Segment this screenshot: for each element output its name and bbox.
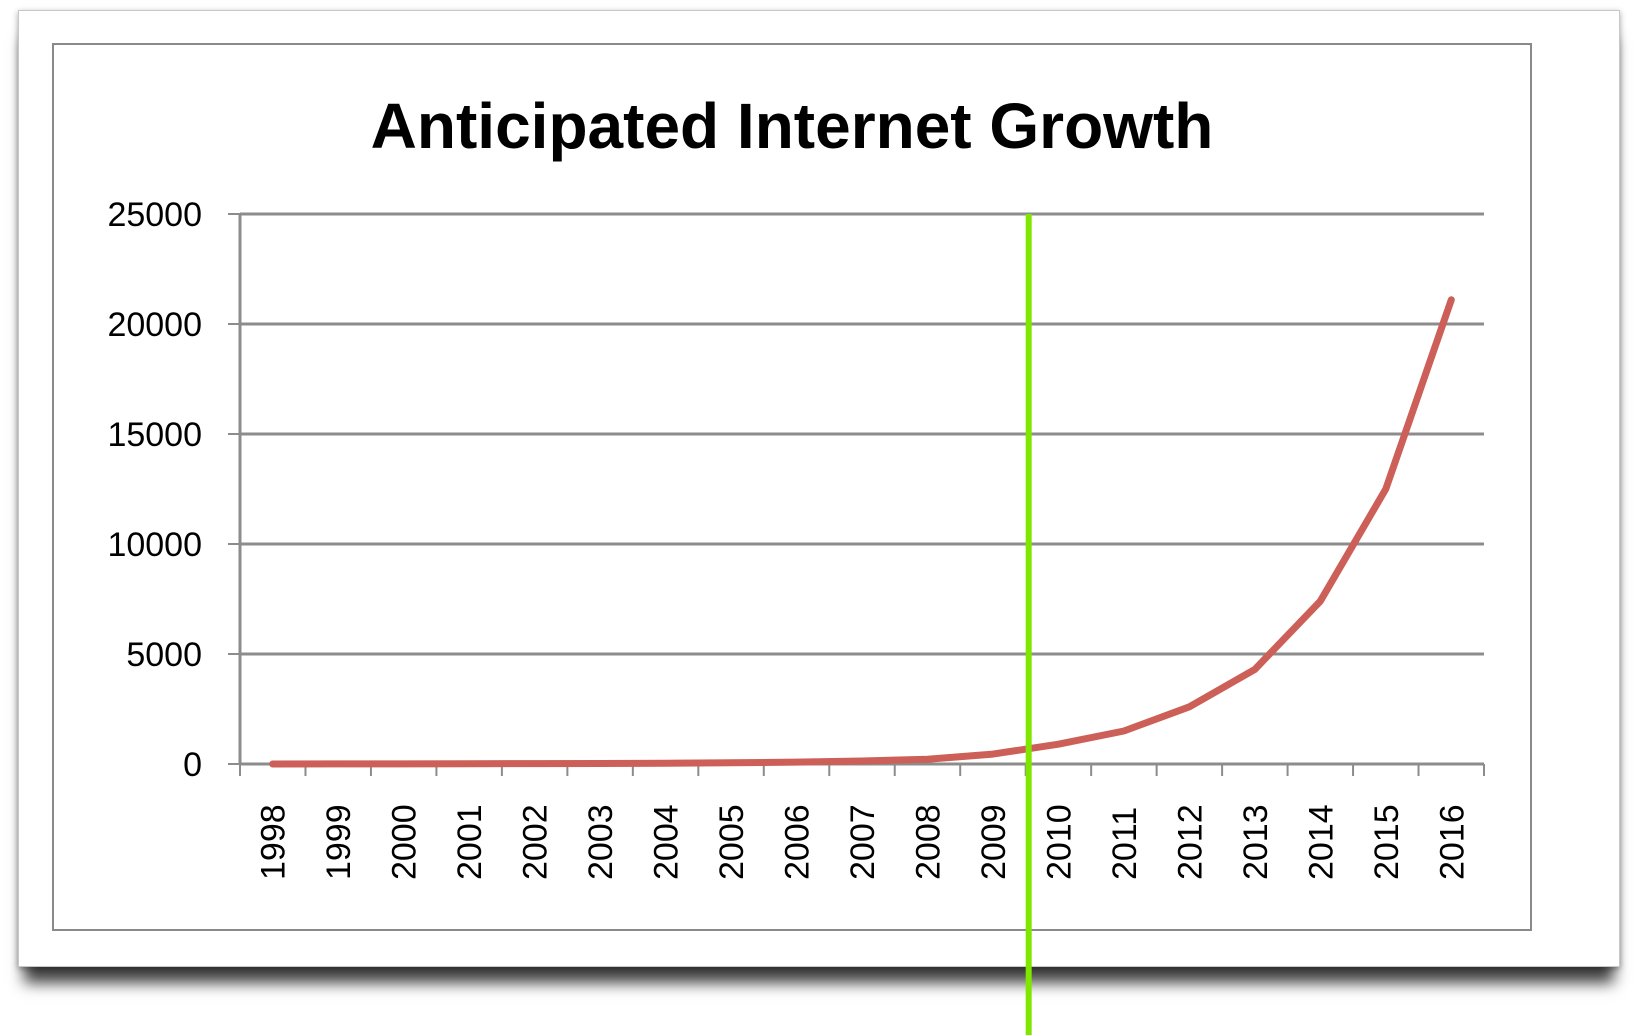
data-point (402, 762, 406, 766)
data-point (1187, 705, 1191, 709)
y-tick-label: 25000 (107, 196, 202, 234)
x-tick-label: 2006 (779, 804, 817, 880)
x-tick-label: 2016 (1433, 804, 1471, 880)
x-tick-label: 1999 (320, 804, 358, 880)
x-tick-label: 2001 (451, 804, 489, 880)
series-group (269, 296, 1455, 768)
gridlines (240, 212, 1484, 656)
data-point (533, 762, 537, 766)
data-point (1384, 487, 1388, 491)
x-tick-label: 2002 (517, 804, 555, 880)
x-axis-ticks: 1998 1999 2000 2001 2002 2003 2004 2005 2006 2007… (239, 764, 1485, 880)
data-point (991, 752, 995, 756)
data-point (1318, 599, 1322, 603)
x-tick-label: 2013 (1237, 804, 1275, 880)
data-point (1449, 298, 1453, 302)
x-tick-label: 2014 (1302, 804, 1340, 880)
y-tick-label: 20000 (107, 306, 202, 344)
x-tick-label: 2003 (582, 804, 620, 880)
y-axis-ticks: 0 5000 10000 15000 20000 25000 (107, 196, 240, 784)
data-point (925, 757, 929, 761)
data-point (1122, 729, 1126, 733)
chart-area-border (52, 43, 1532, 931)
data-point (664, 761, 668, 765)
x-tick-label: 2009 (975, 804, 1013, 880)
x-tick-label: 2008 (909, 804, 947, 880)
data-point (860, 759, 864, 763)
x-tick-label: 2015 (1368, 804, 1406, 880)
x-tick-label: 2007 (844, 804, 882, 880)
data-point (336, 762, 340, 766)
data-point (271, 762, 275, 766)
data-point (1056, 742, 1060, 746)
x-tick-label: 2010 (1040, 804, 1078, 880)
y-tick-label: 0 (183, 746, 202, 784)
chart-title: Anticipated Internet Growth (371, 90, 1214, 162)
x-tick-label: 2011 (1106, 807, 1144, 880)
x-tick-label: 1998 (255, 804, 293, 880)
y-tick-label: 5000 (126, 636, 202, 674)
y-tick-label: 10000 (107, 526, 202, 564)
data-point (598, 761, 602, 765)
data-point (729, 761, 733, 765)
x-tick-label: 2012 (1171, 804, 1209, 880)
data-point (795, 760, 799, 764)
y-tick-label: 15000 (107, 416, 202, 454)
x-tick-label: 2000 (386, 804, 424, 880)
data-point (467, 762, 471, 766)
x-tick-label: 2005 (713, 804, 751, 880)
x-tick-label: 2004 (648, 804, 686, 880)
data-point (1253, 667, 1257, 671)
